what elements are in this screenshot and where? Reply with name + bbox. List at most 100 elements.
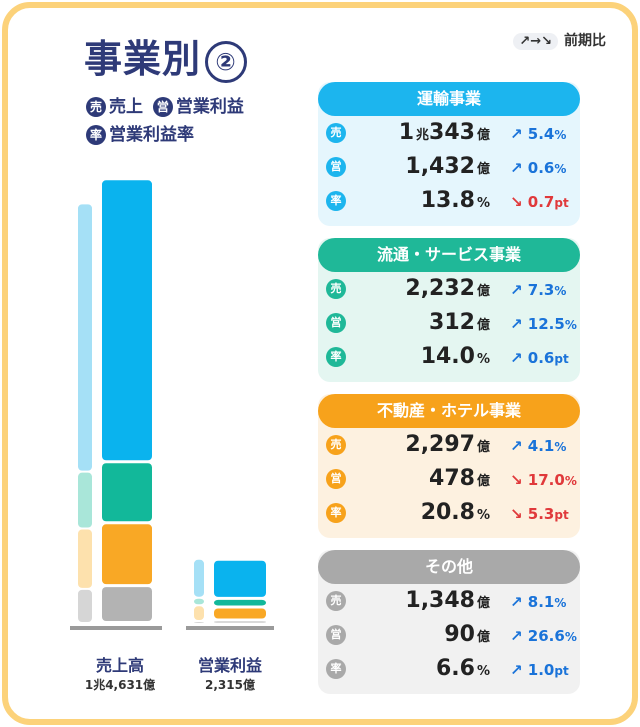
change-unit: pt bbox=[554, 352, 569, 366]
metric-unit: 億 bbox=[476, 630, 490, 645]
change-unit: % bbox=[564, 474, 577, 488]
bar-baseline bbox=[186, 626, 274, 630]
trend-up-icon: ↗ 4.1% bbox=[510, 437, 567, 455]
metric-unit: 億 bbox=[476, 440, 490, 455]
metric-unit: % bbox=[476, 664, 490, 679]
metric-row: 率 14.0% ↗ 0.6pt bbox=[318, 340, 580, 374]
prev-bar-segment bbox=[78, 472, 92, 528]
metric-unit: 億 bbox=[476, 128, 490, 143]
metric-value: 14.0% bbox=[420, 344, 490, 369]
metric-row: 営 312 億 ↗ 12.5% bbox=[318, 306, 580, 340]
bar-segment bbox=[214, 560, 266, 597]
metric-row: 率 13.8% ↘ 0.7pt bbox=[318, 184, 580, 218]
profit-badge: 営 bbox=[152, 97, 173, 117]
category-name: 売上高 bbox=[95, 656, 144, 675]
bar-segment bbox=[214, 621, 266, 623]
trend-up-icon: ↗ 1.0pt bbox=[510, 661, 569, 679]
legend-row-2: 率営業利益率 bbox=[86, 120, 194, 145]
segment-panel: 流通・サービス事業売 2,232 億 ↗ 7.3% 営 312 億 ↗ 12.5% 率 14.0%… bbox=[318, 238, 580, 382]
metric-badge: 売 bbox=[326, 279, 346, 299]
metric-value: 6.6% bbox=[435, 656, 490, 681]
bar-segment bbox=[214, 608, 266, 619]
change-unit: % bbox=[554, 128, 567, 142]
legend-rate: 営業利益率 bbox=[109, 125, 194, 145]
metric-unit: 億 bbox=[476, 596, 490, 611]
metric-row: 売 2,297 億 ↗ 4.1% bbox=[318, 428, 580, 462]
metric-badge: 率 bbox=[326, 503, 346, 523]
metric-value: 2,232 億 bbox=[405, 276, 490, 301]
metric-value: 13.8% bbox=[420, 188, 490, 213]
segment-header: 不動産・ホテル事業 bbox=[318, 394, 580, 428]
trend-down-icon: ↘ 5.3pt bbox=[510, 505, 569, 523]
bar-segment bbox=[102, 180, 152, 461]
legend-profit: 営業利益 bbox=[175, 97, 244, 117]
bar-baseline bbox=[70, 626, 162, 630]
legend-row-1: 売売上 営営業利益 bbox=[86, 92, 244, 117]
category-label-sales: 売上高 1兆4,631億 bbox=[70, 652, 170, 693]
metric-unit: 億 bbox=[476, 162, 490, 177]
bar-segment bbox=[102, 587, 152, 621]
page-title: 事業別 ② bbox=[84, 28, 248, 83]
metric-unit: % bbox=[476, 196, 490, 211]
metric-unit: % bbox=[476, 508, 490, 523]
metric-value: 2,297 億 bbox=[405, 432, 490, 457]
metric-value: 90 億 bbox=[444, 622, 490, 647]
metric-row: 営 478 億 ↘ 17.0% bbox=[318, 462, 580, 496]
metric-badge: 営 bbox=[326, 469, 346, 489]
metric-unit: 億 bbox=[476, 318, 490, 333]
metric-row: 率 20.8% ↘ 5.3pt bbox=[318, 496, 580, 530]
metric-value: 1,432 億 bbox=[405, 154, 490, 179]
prev-bar-segment bbox=[194, 606, 204, 621]
metric-row: 営 1,432 億 ↗ 0.6% bbox=[318, 150, 580, 184]
metric-unit: 億 bbox=[476, 284, 490, 299]
prev-bar-segment bbox=[78, 529, 92, 588]
metric-badge: 率 bbox=[326, 347, 346, 367]
segment-header: 運輸事業 bbox=[318, 82, 580, 116]
change-unit: % bbox=[554, 440, 567, 454]
bar-segment bbox=[102, 463, 152, 522]
change-unit: pt bbox=[554, 508, 569, 522]
category-total: 2,315億 bbox=[205, 678, 255, 692]
metric-value: 20.8% bbox=[420, 500, 490, 525]
trend-up-icon: ↗ 0.6pt bbox=[510, 349, 569, 367]
prev-bar-segment bbox=[194, 598, 204, 605]
trend-arrows-icon: ↗→↘ bbox=[513, 33, 558, 50]
change-unit: % bbox=[554, 596, 567, 610]
change-unit: % bbox=[564, 318, 577, 332]
change-unit: % bbox=[554, 162, 567, 176]
title-number: ② bbox=[205, 40, 248, 83]
trend-up-icon: ↗ 5.4% bbox=[510, 125, 567, 143]
metric-badge: 率 bbox=[326, 191, 346, 211]
metric-badge: 営 bbox=[326, 157, 346, 177]
metric-row: 売 2,232 億 ↗ 7.3% bbox=[318, 272, 580, 306]
change-unit: % bbox=[564, 630, 577, 644]
legend-sales: 売上 bbox=[109, 97, 143, 117]
bar-segment bbox=[102, 524, 152, 585]
change-unit: pt bbox=[554, 196, 569, 210]
trend-down-icon: ↘ 17.0% bbox=[510, 471, 577, 489]
metric-badge: 営 bbox=[326, 313, 346, 333]
metric-unit: 億 bbox=[476, 474, 490, 489]
category-total: 1兆4,631億 bbox=[84, 678, 156, 692]
prev-bar-segment bbox=[194, 622, 204, 624]
trend-up-icon: ↗ 0.6% bbox=[510, 159, 567, 177]
prev-period-legend: ↗→↘ 前期比 bbox=[513, 30, 606, 50]
trend-up-icon: ↗ 12.5% bbox=[510, 315, 577, 333]
prev-bar-segment bbox=[194, 559, 204, 597]
category-name: 営業利益 bbox=[197, 656, 262, 675]
rate-badge: 率 bbox=[86, 125, 106, 145]
metric-badge: 営 bbox=[326, 625, 346, 645]
metric-value: 312 億 bbox=[429, 310, 490, 335]
metric-row: 営 90 億 ↗ 26.6% bbox=[318, 618, 580, 652]
title-text: 事業別 bbox=[84, 37, 202, 81]
segment-panel: 不動産・ホテル事業売 2,297 億 ↗ 4.1% 営 478 億 ↘ 17.0% 率 20.8%… bbox=[318, 394, 580, 538]
segment-header: その他 bbox=[318, 550, 580, 584]
prev-bar-segment bbox=[78, 204, 92, 471]
prev-period-label: 前期比 bbox=[564, 33, 606, 49]
trend-down-icon: ↘ 0.7pt bbox=[510, 193, 569, 211]
change-unit: % bbox=[554, 284, 567, 298]
metric-badge: 率 bbox=[326, 659, 346, 679]
metric-badge: 売 bbox=[326, 123, 346, 143]
metric-unit: % bbox=[476, 352, 490, 367]
